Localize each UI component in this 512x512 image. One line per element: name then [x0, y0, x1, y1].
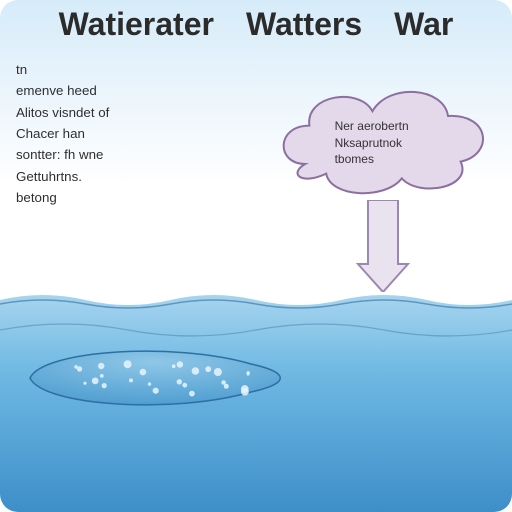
water-body [0, 0, 512, 512]
diagram-canvas: Watierater Watters War tn emenve heed Al… [0, 0, 512, 512]
